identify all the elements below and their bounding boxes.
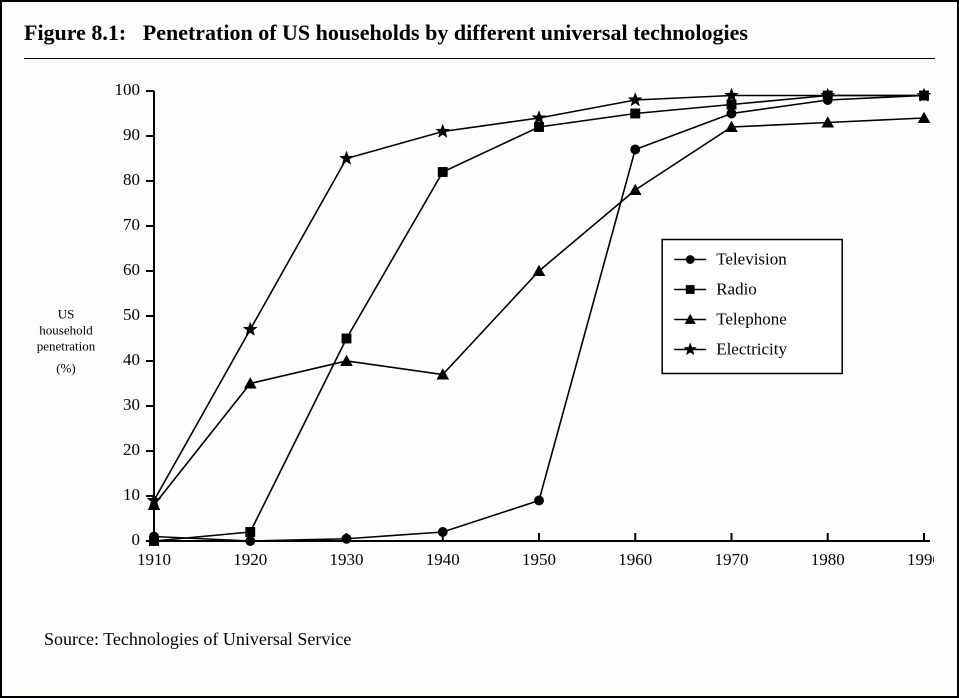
svg-text:80: 80	[123, 170, 140, 189]
svg-text:1940: 1940	[426, 550, 460, 569]
svg-text:100: 100	[115, 80, 141, 99]
svg-text:US: US	[58, 307, 75, 322]
svg-text:10: 10	[123, 485, 140, 504]
svg-text:1960: 1960	[618, 550, 652, 569]
line-chart: 0 10 20 30 40 50 60 70 80 90 100 1910 1920 1930 1940 19…	[24, 71, 934, 611]
svg-text:90: 90	[123, 125, 140, 144]
svg-text:60: 60	[123, 260, 140, 279]
svg-text:1990: 1990	[907, 550, 934, 569]
svg-text:20: 20	[123, 440, 140, 459]
svg-text:1930: 1930	[330, 550, 364, 569]
svg-text:50: 50	[123, 305, 140, 324]
figure-label: Figure 8.1:	[24, 20, 126, 45]
chart-frame: 0 10 20 30 40 50 60 70 80 90 100 1910 1920 1930 1940 19…	[24, 58, 935, 611]
svg-text:(%): (%)	[56, 361, 76, 376]
svg-text:0: 0	[132, 530, 141, 549]
figure-page: Figure 8.1: Penetration of US households…	[0, 0, 959, 698]
figure-source: Source: Technologies of Universal Servic…	[44, 629, 939, 650]
svg-text:penetration: penetration	[37, 339, 96, 354]
svg-text:Telephone: Telephone	[716, 309, 787, 328]
svg-text:70: 70	[123, 215, 140, 234]
figure-title: Figure 8.1: Penetration of US households…	[24, 20, 939, 46]
svg-text:1910: 1910	[137, 550, 171, 569]
figure-title-text: Penetration of US households by differen…	[143, 20, 748, 45]
svg-text:Radio: Radio	[716, 279, 757, 298]
svg-text:1970: 1970	[715, 550, 749, 569]
svg-text:Electricity: Electricity	[716, 339, 787, 358]
svg-text:1950: 1950	[522, 550, 556, 569]
svg-text:40: 40	[123, 350, 140, 369]
svg-text:30: 30	[123, 395, 140, 414]
svg-text:1980: 1980	[811, 550, 845, 569]
svg-text:Television: Television	[716, 249, 787, 268]
svg-text:1920: 1920	[233, 550, 267, 569]
svg-text:household: household	[39, 323, 93, 338]
